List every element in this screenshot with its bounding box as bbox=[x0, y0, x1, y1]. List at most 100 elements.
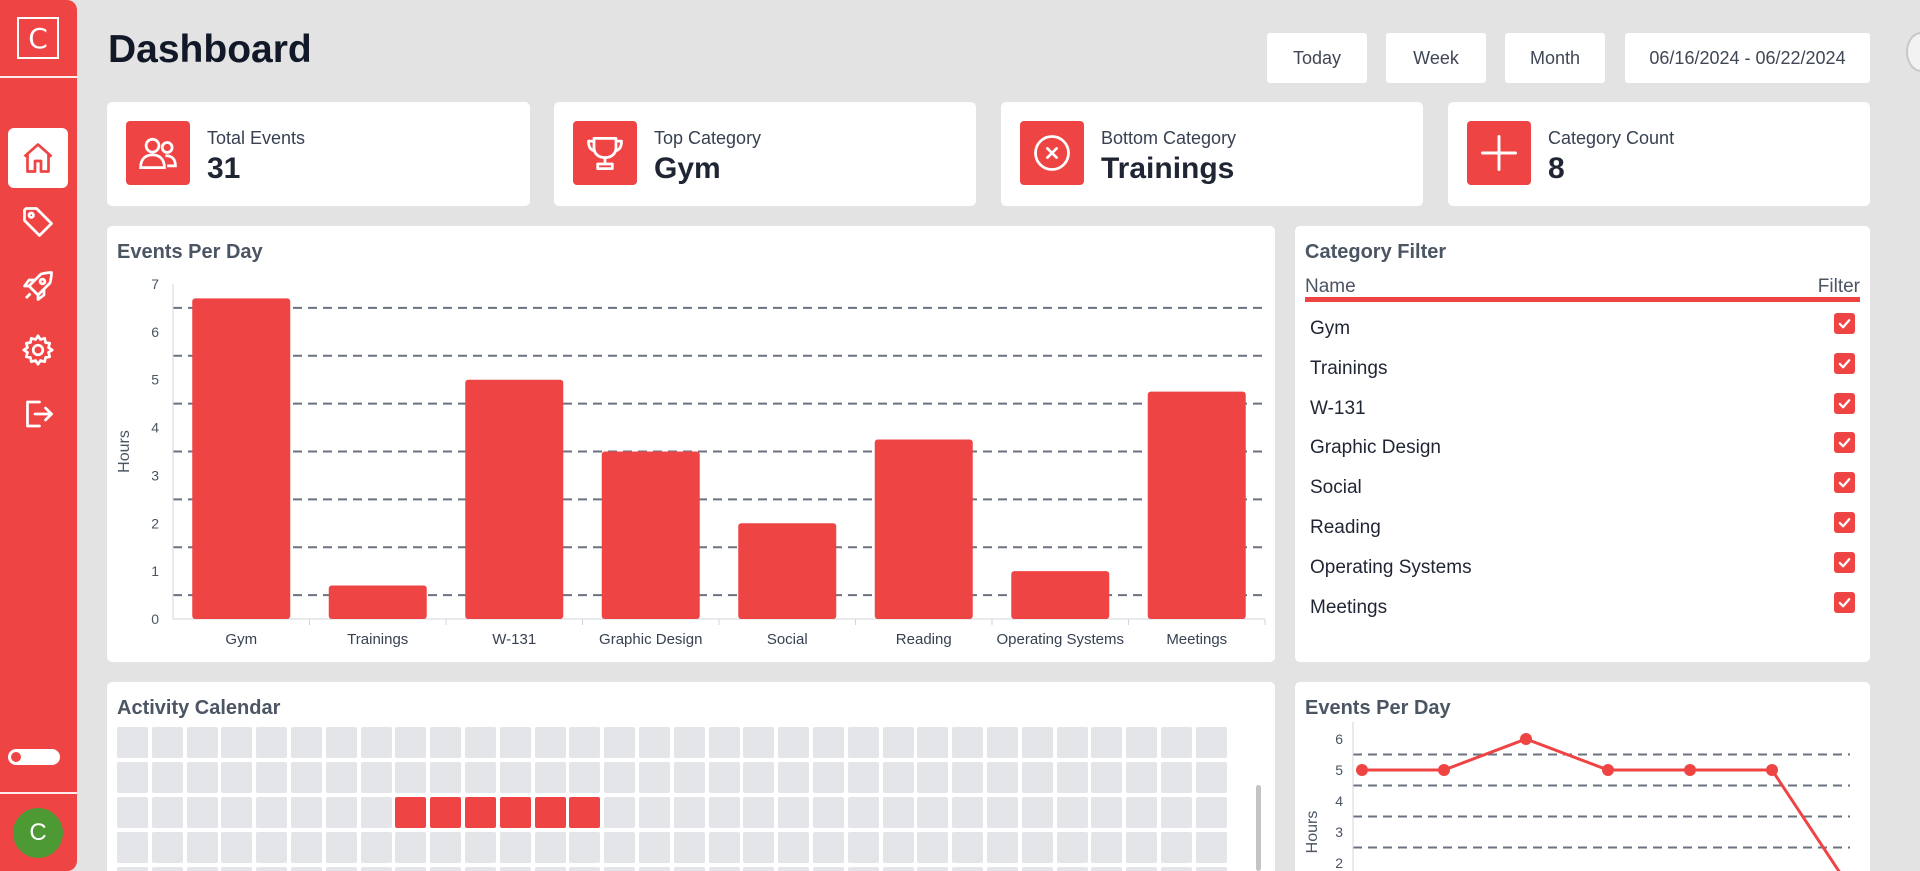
calendar-day-cell[interactable] bbox=[987, 762, 1018, 793]
calendar-day-cell[interactable] bbox=[117, 797, 148, 828]
calendar-day-cell[interactable] bbox=[743, 762, 775, 793]
calendar-day-cell[interactable] bbox=[1126, 762, 1158, 793]
calendar-day-cell[interactable] bbox=[882, 867, 914, 871]
filter-checkbox[interactable] bbox=[1834, 392, 1855, 414]
calendar-day-cell[interactable] bbox=[673, 867, 705, 871]
calendar-day-cell[interactable] bbox=[743, 867, 775, 871]
calendar-day-cell[interactable] bbox=[430, 797, 462, 828]
calendar-day-cell[interactable] bbox=[987, 797, 1018, 828]
calendar-day-cell[interactable] bbox=[987, 727, 1018, 758]
calendar-day-cell[interactable] bbox=[952, 762, 984, 793]
calendar-day-cell[interactable] bbox=[1126, 727, 1158, 758]
calendar-day-cell[interactable] bbox=[708, 727, 740, 758]
calendar-day-cell[interactable] bbox=[1195, 727, 1227, 758]
calendar-day-cell[interactable] bbox=[708, 867, 740, 871]
nav-home[interactable] bbox=[8, 128, 68, 188]
calendar-day-cell[interactable] bbox=[291, 867, 322, 871]
week-button[interactable]: Week bbox=[1386, 33, 1486, 83]
calendar-day-cell[interactable] bbox=[917, 832, 949, 863]
calendar-day-cell[interactable] bbox=[151, 867, 183, 871]
calendar-day-cell[interactable] bbox=[673, 727, 705, 758]
calendar-day-cell[interactable] bbox=[882, 832, 914, 863]
calendar-day-cell[interactable] bbox=[952, 797, 984, 828]
calendar-day-cell[interactable] bbox=[743, 797, 775, 828]
calendar-day-cell[interactable] bbox=[639, 797, 670, 828]
calendar-day-cell[interactable] bbox=[325, 797, 357, 828]
calendar-day-cell[interactable] bbox=[847, 762, 879, 793]
calendar-day-cell[interactable] bbox=[1161, 832, 1192, 863]
calendar-day-cell[interactable] bbox=[221, 867, 253, 871]
calendar-day-cell[interactable] bbox=[430, 867, 462, 871]
calendar-day-cell[interactable] bbox=[221, 727, 253, 758]
calendar-day-cell[interactable] bbox=[465, 797, 496, 828]
calendar-day-cell[interactable] bbox=[221, 797, 253, 828]
filter-checkbox[interactable] bbox=[1834, 551, 1855, 573]
calendar-day-cell[interactable] bbox=[778, 832, 810, 863]
calendar-day-cell[interactable] bbox=[1056, 797, 1088, 828]
calendar-day-cell[interactable] bbox=[569, 832, 601, 863]
calendar-day-cell[interactable] bbox=[325, 762, 357, 793]
calendar-day-cell[interactable] bbox=[256, 867, 288, 871]
calendar-day-cell[interactable] bbox=[186, 867, 218, 871]
calendar-day-cell[interactable] bbox=[1161, 867, 1192, 871]
calendar-day-cell[interactable] bbox=[465, 762, 496, 793]
calendar-day-cell[interactable] bbox=[1091, 727, 1123, 758]
calendar-day-cell[interactable] bbox=[186, 727, 218, 758]
filter-checkbox[interactable] bbox=[1834, 472, 1855, 494]
calendar-day-cell[interactable] bbox=[813, 832, 844, 863]
calendar-day-cell[interactable] bbox=[987, 832, 1018, 863]
calendar-day-cell[interactable] bbox=[534, 762, 566, 793]
calendar-day-cell[interactable] bbox=[1091, 762, 1123, 793]
calendar-day-cell[interactable] bbox=[639, 832, 670, 863]
filter-checkbox[interactable] bbox=[1834, 352, 1855, 374]
calendar-day-cell[interactable] bbox=[882, 727, 914, 758]
calendar-day-cell[interactable] bbox=[569, 867, 601, 871]
calendar-day-cell[interactable] bbox=[325, 832, 357, 863]
calendar-day-cell[interactable] bbox=[291, 727, 322, 758]
calendar-day-cell[interactable] bbox=[1161, 797, 1192, 828]
calendar-day-cell[interactable] bbox=[569, 797, 601, 828]
calendar-day-cell[interactable] bbox=[1195, 762, 1227, 793]
calendar-day-cell[interactable] bbox=[639, 727, 670, 758]
calendar-day-cell[interactable] bbox=[499, 867, 531, 871]
calendar-day-cell[interactable] bbox=[1195, 867, 1227, 871]
calendar-day-cell[interactable] bbox=[847, 832, 879, 863]
calendar-day-cell[interactable] bbox=[952, 727, 984, 758]
avatar[interactable]: C bbox=[13, 808, 63, 858]
calendar-day-cell[interactable] bbox=[395, 797, 427, 828]
calendar-day-cell[interactable] bbox=[1126, 867, 1158, 871]
calendar-day-cell[interactable] bbox=[256, 762, 288, 793]
calendar-day-cell[interactable] bbox=[847, 797, 879, 828]
calendar-day-cell[interactable] bbox=[499, 727, 531, 758]
calendar-day-cell[interactable] bbox=[778, 867, 810, 871]
calendar-day-cell[interactable] bbox=[743, 832, 775, 863]
calendar-day-cell[interactable] bbox=[395, 832, 427, 863]
calendar-day-cell[interactable] bbox=[1091, 832, 1123, 863]
calendar-day-cell[interactable] bbox=[1056, 727, 1088, 758]
app-logo[interactable]: C bbox=[17, 17, 59, 59]
calendar-day-cell[interactable] bbox=[1161, 762, 1192, 793]
calendar-day-cell[interactable] bbox=[1021, 832, 1053, 863]
calendar-day-cell[interactable] bbox=[1021, 867, 1053, 871]
calendar-day-cell[interactable] bbox=[325, 867, 357, 871]
calendar-day-cell[interactable] bbox=[499, 832, 531, 863]
calendar-scrollbar[interactable] bbox=[1256, 785, 1261, 871]
calendar-day-cell[interactable] bbox=[917, 762, 949, 793]
calendar-day-cell[interactable] bbox=[1195, 797, 1227, 828]
calendar-day-cell[interactable] bbox=[882, 762, 914, 793]
calendar-day-cell[interactable] bbox=[534, 727, 566, 758]
calendar-day-cell[interactable] bbox=[639, 867, 670, 871]
calendar-day-cell[interactable] bbox=[360, 727, 392, 758]
calendar-day-cell[interactable] bbox=[639, 762, 670, 793]
calendar-day-cell[interactable] bbox=[221, 832, 253, 863]
calendar-day-cell[interactable] bbox=[256, 797, 288, 828]
calendar-day-cell[interactable] bbox=[465, 727, 496, 758]
calendar-day-cell[interactable] bbox=[1091, 867, 1123, 871]
calendar-day-cell[interactable] bbox=[952, 867, 984, 871]
calendar-day-cell[interactable] bbox=[673, 832, 705, 863]
calendar-day-cell[interactable] bbox=[499, 762, 531, 793]
calendar-day-cell[interactable] bbox=[1126, 832, 1158, 863]
nav-tags[interactable] bbox=[8, 192, 68, 252]
theme-toggle[interactable] bbox=[8, 749, 60, 765]
month-button[interactable]: Month bbox=[1505, 33, 1605, 83]
